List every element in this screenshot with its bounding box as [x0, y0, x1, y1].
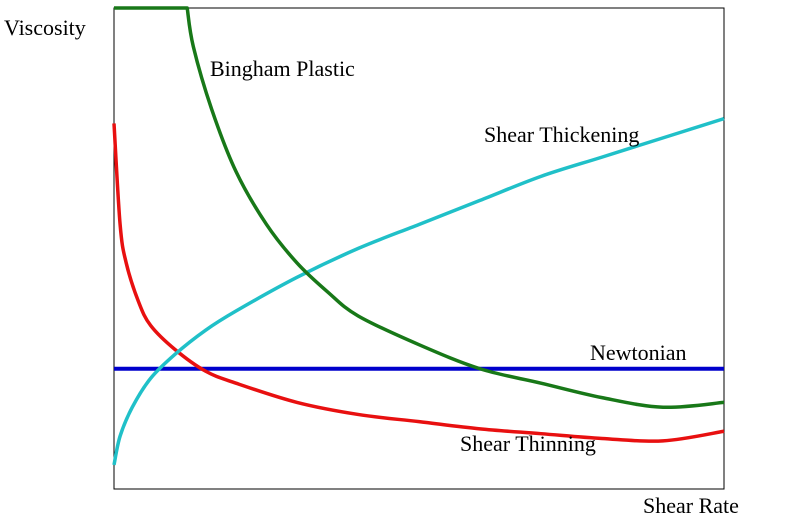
plot-area — [113, 7, 725, 490]
series-line-shear-thickening — [112, 116, 725, 466]
series-line-shear-thinning — [112, 123, 725, 443]
series-line-bingham-plastic — [114, 6, 725, 410]
series-label-newtonian: Newtonian — [590, 340, 687, 365]
series-label-shear-thinning: Shear Thinning — [460, 431, 596, 456]
x-axis-label: Shear Rate — [643, 493, 739, 518]
series-label-bingham-plastic: Bingham Plastic — [210, 56, 355, 81]
series-labels: Newtonian Shear Thinning Shear Thickening B… — [210, 56, 687, 456]
series-layer — [112, 6, 725, 466]
y-axis-label: Viscosity — [4, 15, 86, 40]
series-label-shear-thickening: Shear Thickening — [484, 122, 639, 147]
